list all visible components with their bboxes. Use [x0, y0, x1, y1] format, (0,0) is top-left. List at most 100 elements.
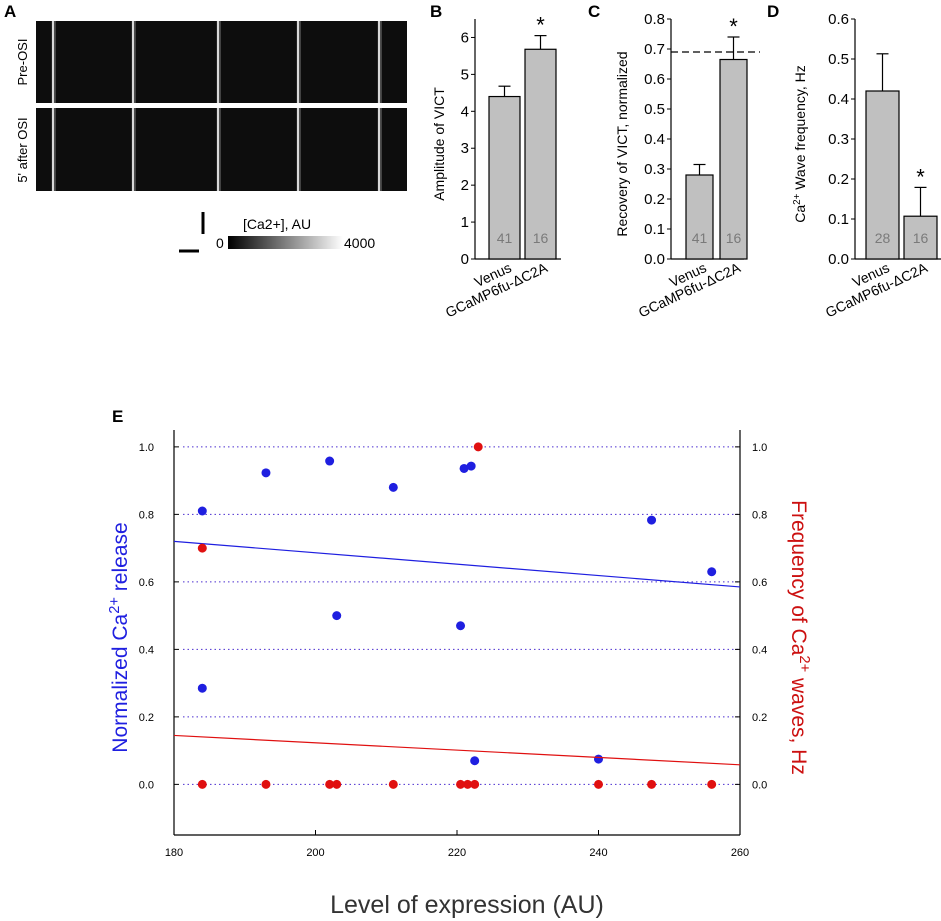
data-point-frequency [594, 779, 603, 789]
y-tick-label: 0.6 [828, 11, 849, 28]
data-point-release [332, 611, 342, 621]
bar [488, 95, 521, 260]
data-point-release [388, 482, 398, 492]
panel-label-c: C [588, 2, 600, 21]
y-axis-label: Amplitude of VICT [431, 87, 447, 201]
y-tick-label: 0.0 [139, 779, 154, 791]
y-tick-label: 0.4 [644, 131, 665, 148]
data-point-release [325, 456, 335, 466]
y2-tick-label: 0.4 [752, 644, 767, 656]
data-point-frequency [647, 779, 657, 789]
colorbar [228, 236, 343, 249]
colorbar-label: [Ca2+], AU [243, 216, 311, 232]
y2-tick-label: 0.0 [752, 779, 767, 791]
row-label-pre-osi: Pre-OSI [15, 39, 30, 86]
data-point-frequency [463, 779, 473, 789]
data-point-release [594, 754, 603, 764]
sample-size-label: 16 [726, 230, 742, 246]
fit-line-release [173, 540, 741, 588]
bar [719, 58, 748, 260]
sample-size-label: 41 [497, 230, 513, 246]
y-tick-label: 0.8 [139, 509, 154, 521]
significance-marker: * [916, 164, 925, 189]
y-tick-label: 0.0 [644, 251, 665, 268]
y-tick-label: 0.7 [644, 41, 665, 58]
data-point-release [197, 506, 207, 516]
data-point-frequency [388, 779, 398, 789]
data-point-frequency [197, 779, 207, 789]
y2-tick-label: 1.0 [752, 442, 767, 454]
significance-marker: * [536, 13, 545, 38]
x-tick-label: 180 [165, 847, 183, 859]
panel-c-recovery-chart: 0.0 0.1 0.2 0.3 0.4 0.5 0.6 0.7 0.8 Recovery of V… [614, 11, 760, 320]
y-tick-label: 0.8 [644, 11, 665, 28]
data-point-release [470, 756, 480, 766]
y-tick-label: 0.2 [644, 191, 665, 208]
fit-line-frequency [173, 734, 741, 766]
y-tick-label: 4 [461, 103, 469, 120]
sample-size-label: 16 [533, 230, 549, 246]
panel-a: Pre-OSI 5' after OSI [Ca2+], AU 0 4000 [15, 21, 407, 253]
data-point-frequency [332, 779, 342, 789]
y-tick-label: 0.4 [828, 91, 849, 108]
panel-e-scatter-chart: 0.0 0.2 0.4 0.6 0.8 1.0 0.0 0.2 0.4 0.6 0.8 1.0 180 2… [107, 430, 812, 919]
y-axis-label: Normalized Ca2+ release [107, 522, 132, 752]
y-tick-label: 0.4 [139, 644, 154, 656]
calcium-transient-streaks [51, 21, 382, 191]
x-axis-label: Level of expression (AU) [330, 891, 604, 919]
sample-size-label: 16 [913, 230, 929, 246]
y-tick-label: 0.6 [644, 71, 665, 88]
y2-tick-label: 0.2 [752, 712, 767, 724]
y-tick-label: 1 [461, 214, 469, 231]
y2-axis-label: Frequency of Ca2+ waves, Hz [787, 500, 812, 775]
x-tick-label: 200 [306, 847, 324, 859]
data-point-frequency [707, 779, 717, 789]
y-tick-label: 2 [461, 177, 469, 194]
data-point-frequency [325, 779, 335, 789]
y-tick-label: 1.0 [139, 442, 154, 454]
colorbar-min: 0 [216, 235, 224, 251]
data-point-release [456, 621, 466, 631]
colorbar-max: 4000 [344, 235, 375, 251]
data-point-frequency [473, 442, 483, 452]
data-point-release [261, 468, 271, 478]
sample-size-label: 41 [692, 230, 708, 246]
y-tick-label: 0.6 [139, 577, 154, 589]
panel-label-a: A [4, 2, 16, 21]
y2-tick-label: 0.6 [752, 577, 767, 589]
x-tick-label: 240 [589, 847, 607, 859]
y-tick-label: 5 [461, 66, 469, 83]
panel-label-e: E [112, 407, 123, 426]
y-tick-label: 0.5 [828, 51, 849, 68]
y-axis-label: Ca2+ Wave frequency, Hz [792, 65, 809, 222]
data-point-frequency [261, 779, 271, 789]
linescan-post-osi [36, 108, 407, 191]
y-tick-label: 3 [461, 140, 469, 157]
sample-size-label: 28 [875, 230, 891, 246]
panel-d-wave-frequency-chart: 0.0 0.1 0.2 0.3 0.4 0.5 0.6 Ca2+ Wave frequency… [792, 11, 941, 320]
data-point-release [459, 463, 469, 473]
y-tick-label: 0.2 [139, 712, 154, 724]
y-tick-label: 0.3 [644, 161, 665, 178]
y-tick-label: 0.1 [644, 221, 665, 238]
data-point-release [647, 515, 657, 525]
y-tick-label: 0.2 [828, 171, 849, 188]
x-tick-label: 220 [448, 847, 466, 859]
y-tick-label: 0.1 [828, 211, 849, 228]
bar [685, 174, 714, 260]
y-tick-label: 0 [461, 251, 469, 268]
panel-label-b: B [430, 2, 442, 21]
row-label-post-osi: 5' after OSI [15, 117, 30, 182]
y-tick-label: 0.5 [644, 101, 665, 118]
y-axis-label: Recovery of VICT, normalized [614, 51, 630, 236]
data-point-frequency [470, 779, 480, 789]
linescan-pre-osi [36, 21, 407, 103]
data-point-frequency [456, 779, 466, 789]
panel-label-d: D [767, 2, 779, 21]
significance-marker: * [729, 14, 738, 39]
y2-tick-label: 0.8 [752, 509, 767, 521]
data-point-release [466, 461, 476, 471]
y-tick-label: 0.0 [828, 251, 849, 268]
